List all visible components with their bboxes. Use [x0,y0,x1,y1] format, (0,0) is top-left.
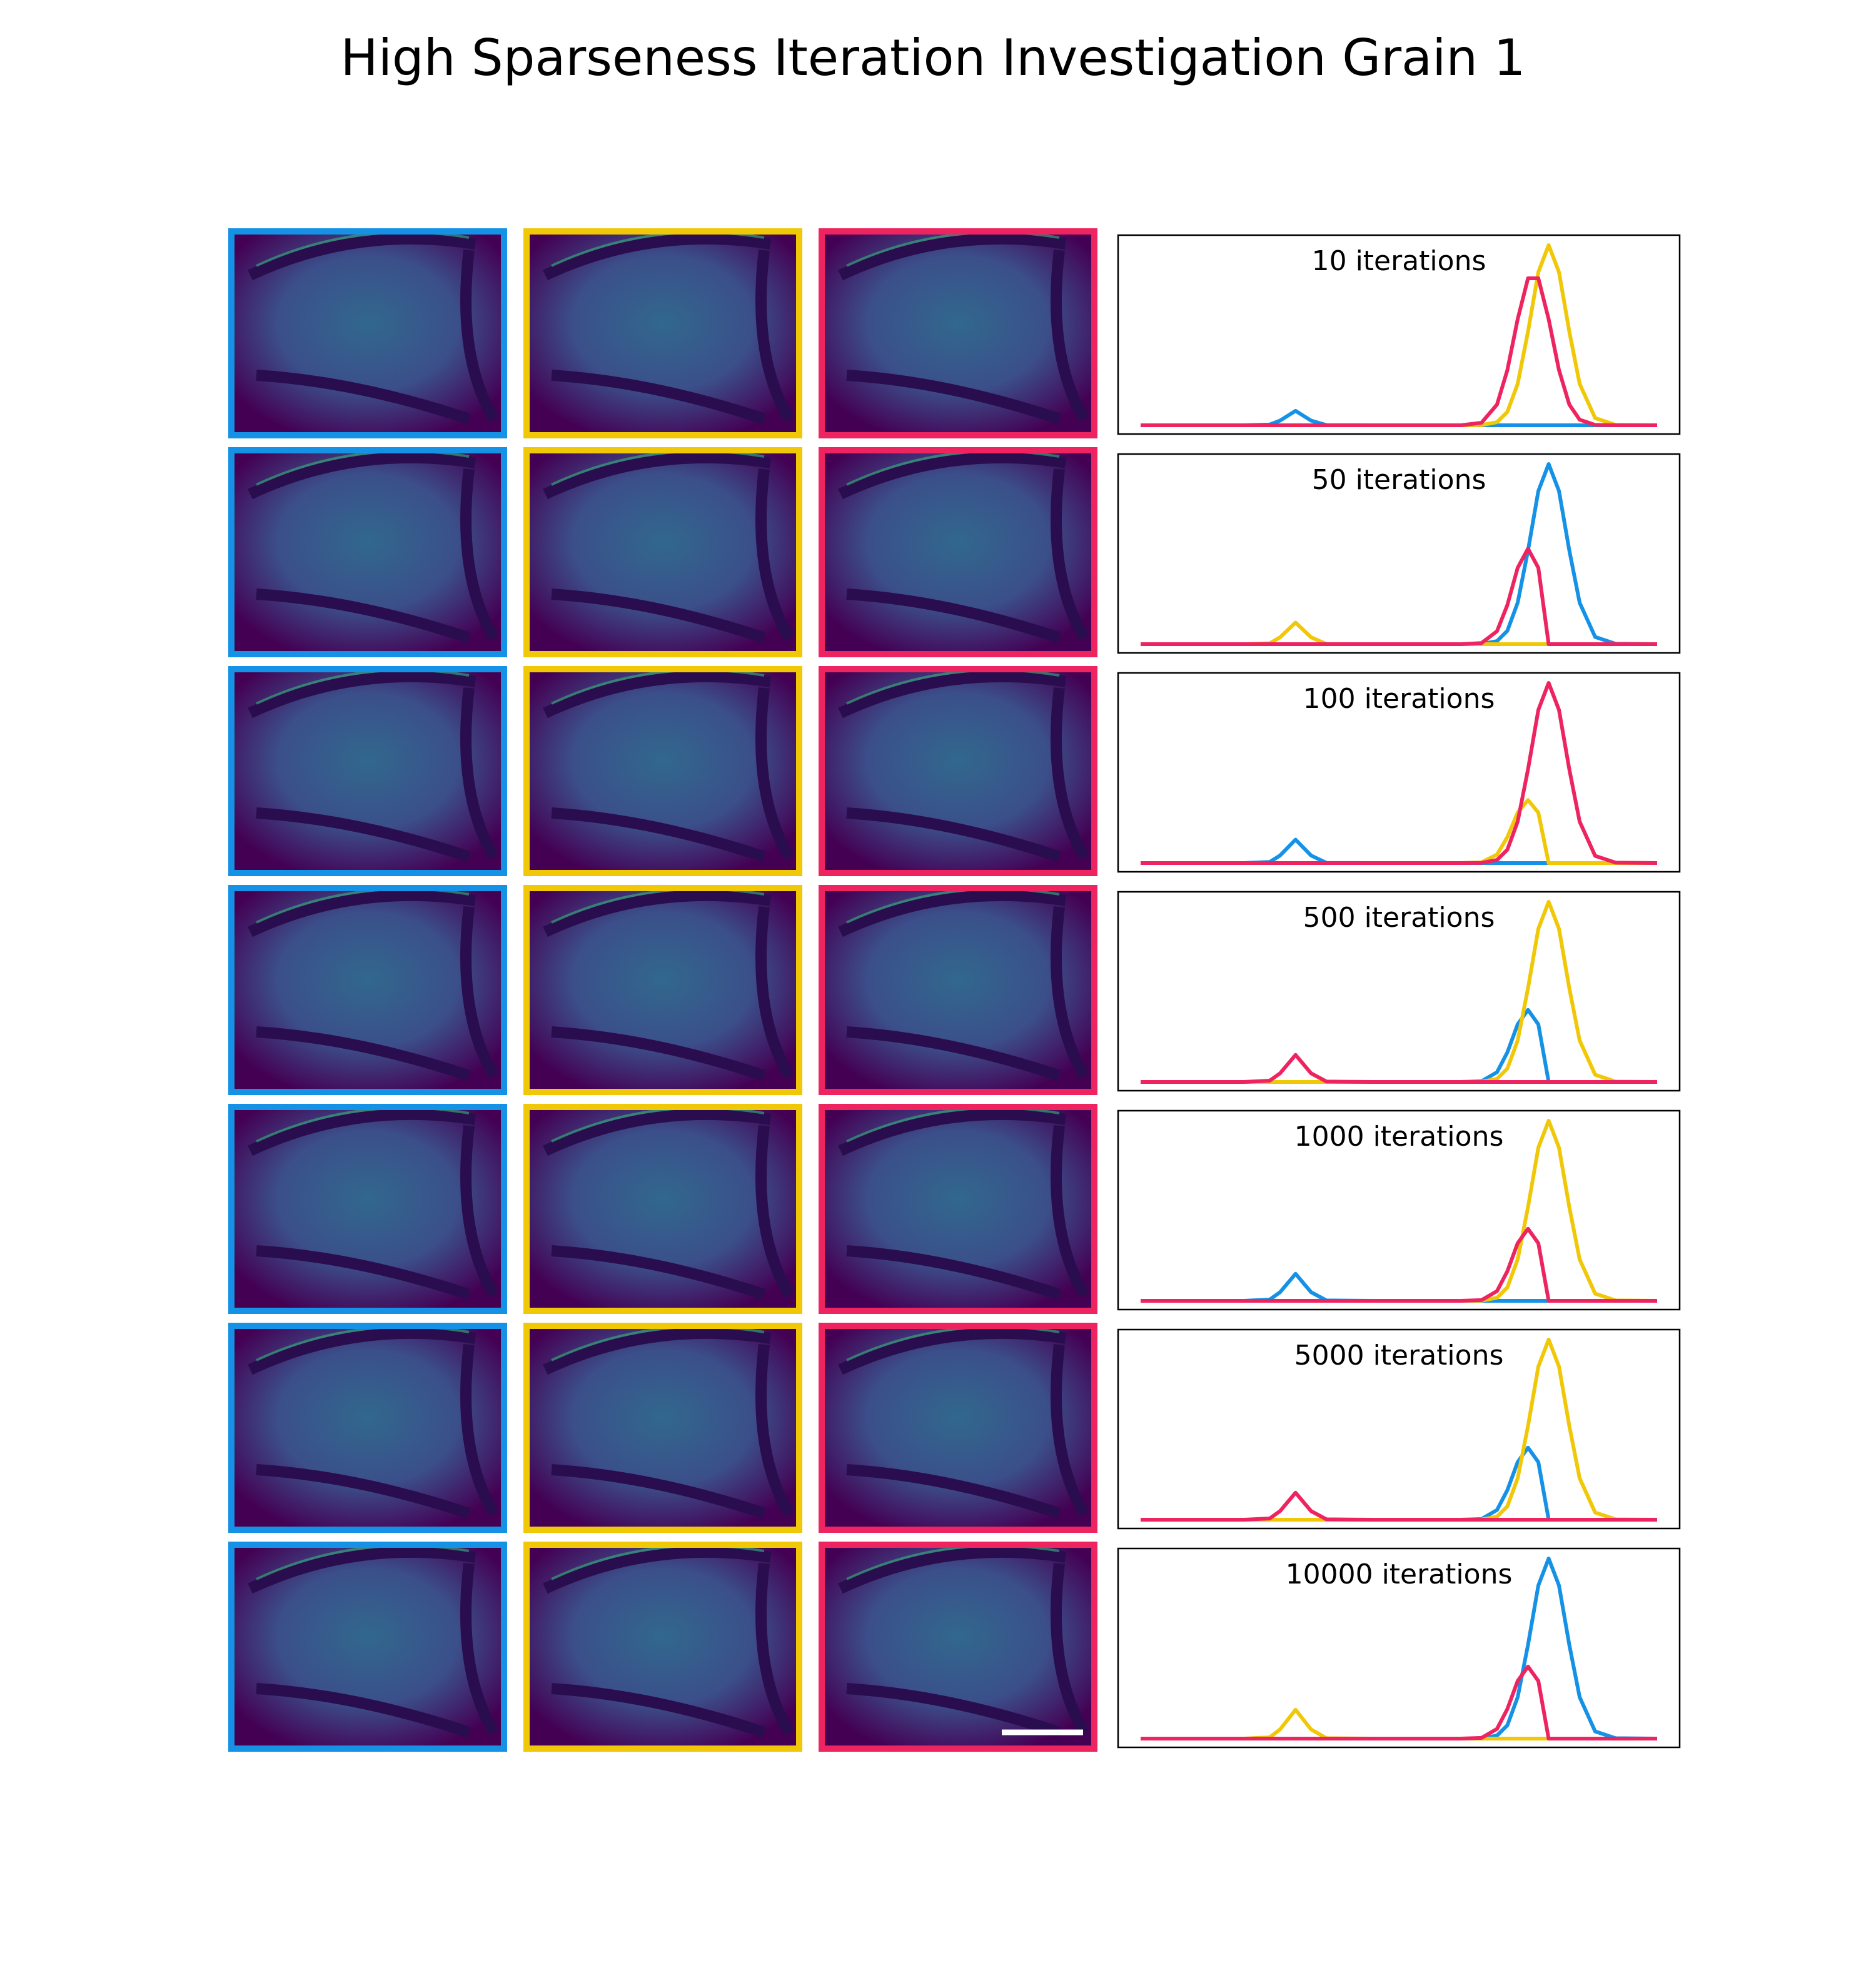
image-border [523,885,802,1095]
grain-boundary [248,233,499,425]
image-border [228,885,507,1095]
series-line [1141,1053,1657,1084]
plot-title: 5000 iterations [1294,1340,1504,1371]
series-line [1141,681,1658,865]
image-border [523,1323,802,1533]
plot-frame [1117,891,1681,1092]
plot-frame [1117,1328,1681,1530]
grain-boundary [543,1108,794,1300]
image-border [819,228,1097,438]
series-line [1141,1008,1657,1084]
figure-title: High Sparseness Iteration Investigation … [341,29,1526,87]
image-border [819,885,1097,1095]
image-border [523,1104,802,1314]
grain-boundary [543,452,794,644]
image-border [228,666,507,876]
plot-title: 100 iterations [1303,683,1495,715]
series-line [1141,276,1657,427]
plot-title: 10 iterations [1312,245,1486,277]
series-line [1141,798,1657,865]
grain-boundary [838,1327,1089,1519]
grain-boundary [543,233,794,425]
series-line [1141,1271,1657,1303]
grain-boundary [543,1327,794,1519]
image-border [819,447,1097,657]
image-border [523,447,802,657]
series-line [1141,1445,1657,1522]
grain-boundary [248,670,499,862]
image-border [819,666,1097,876]
grain-boundary [543,889,794,1081]
image-border [228,1323,507,1533]
grain-boundary [248,889,499,1081]
plot-frame [1117,1109,1681,1311]
series-line [1141,1707,1657,1740]
grain-boundary [248,1108,499,1300]
grain-boundary [838,233,1089,425]
grain-boundary [838,1108,1089,1300]
image-border [228,447,507,657]
image-border [228,228,507,438]
plot-frame [1117,1547,1681,1749]
plot-title: 50 iterations [1312,464,1486,496]
plot-frame [1117,672,1681,873]
image-border [228,1542,507,1752]
grain-boundary [838,889,1089,1081]
image-border [819,1542,1097,1752]
series-line [1141,1664,1657,1740]
plot-frame [1117,234,1681,435]
grain-boundary [248,1546,499,1738]
image-border [523,1542,802,1752]
plot-title: 500 iterations [1303,902,1495,934]
image-border [819,1104,1097,1314]
plot-title: 10000 iterations [1286,1558,1513,1590]
grain-boundary [838,1546,1089,1738]
plot-title: 1000 iterations [1294,1121,1504,1153]
grain-boundary [248,452,499,644]
image-border [523,228,802,438]
grain-boundary [838,452,1089,644]
grain-boundary [543,670,794,862]
image-border [228,1104,507,1314]
series-line [1141,620,1657,646]
grain-boundary [248,1327,499,1519]
series-line [1141,837,1657,865]
grain-boundary [543,1546,794,1738]
series-line [1141,1490,1657,1522]
image-border [523,666,802,876]
series-line [1141,547,1657,646]
series-line [1141,1226,1657,1303]
grain-boundary [838,670,1089,862]
image-border [819,1323,1097,1533]
plot-frame [1117,453,1681,654]
